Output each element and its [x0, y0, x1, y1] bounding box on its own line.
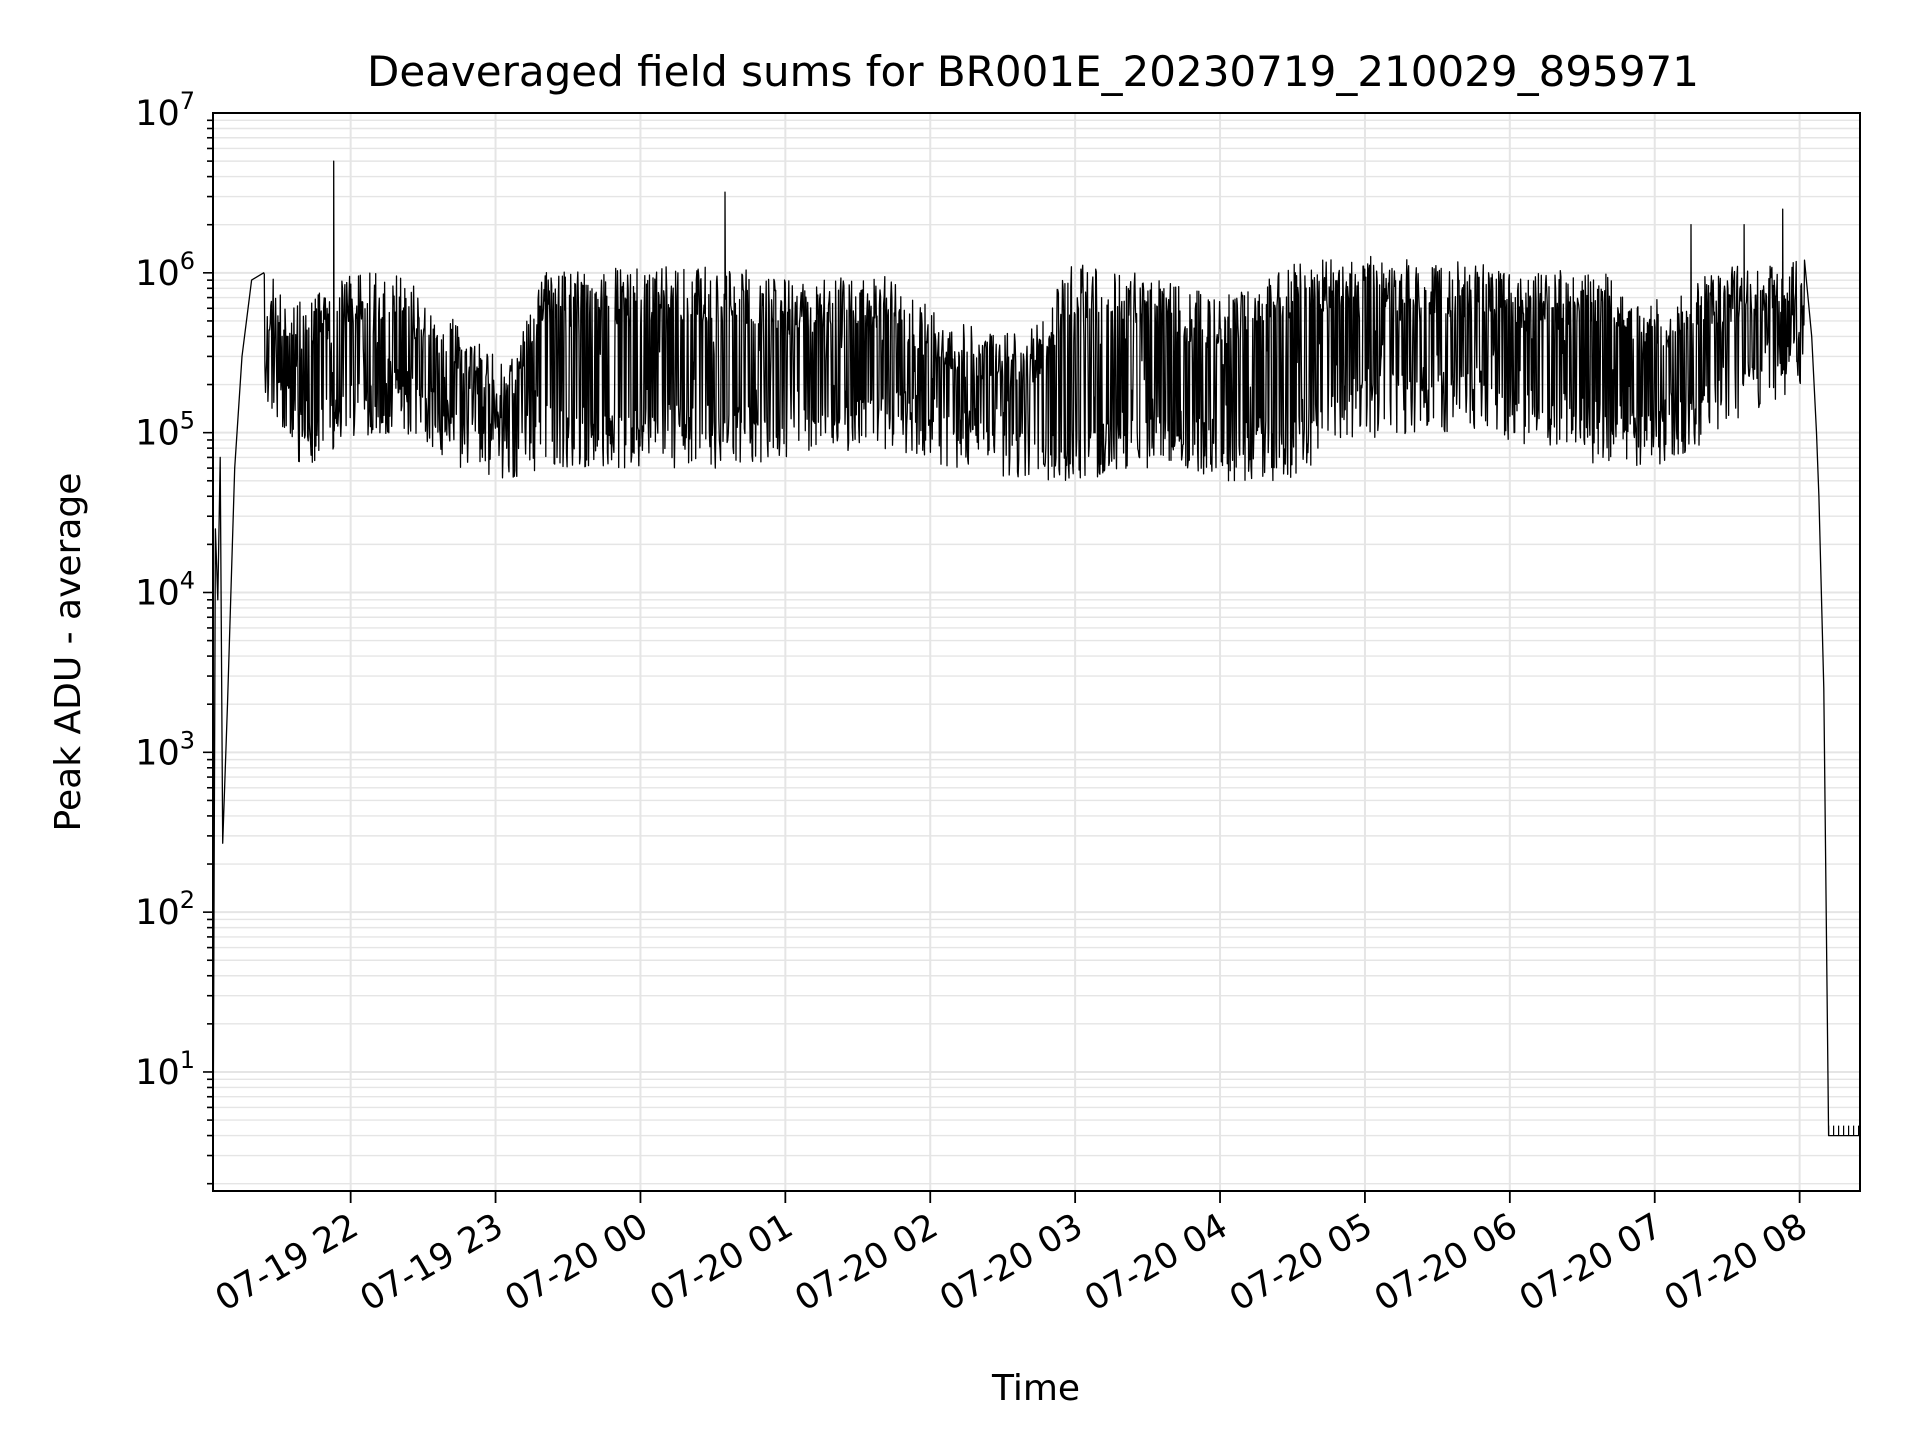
y-tick-label: 107 [135, 87, 195, 134]
y-tick-label: 102 [135, 886, 195, 933]
y-tick-label: 106 [135, 247, 195, 294]
y-tick-label: 104 [135, 566, 195, 613]
y-tick-label: 103 [135, 726, 195, 773]
y-tick-label: 105 [135, 407, 195, 454]
y-axis: 101 102 103 104 105 106 107 [135, 87, 213, 1185]
x-axis-label: Time [991, 1368, 1080, 1409]
series-line [212, 160, 1860, 1184]
grid-lines [213, 113, 1860, 1191]
y-axis-label: Peak ADU - average [48, 473, 89, 832]
chart-title: Deaveraged field sums for BR001E_2023071… [367, 47, 1699, 96]
plot-frame [212, 112, 1861, 1192]
series-floor-flicker [1828, 1125, 1860, 1136]
y-tick-label: 101 [135, 1046, 195, 1093]
